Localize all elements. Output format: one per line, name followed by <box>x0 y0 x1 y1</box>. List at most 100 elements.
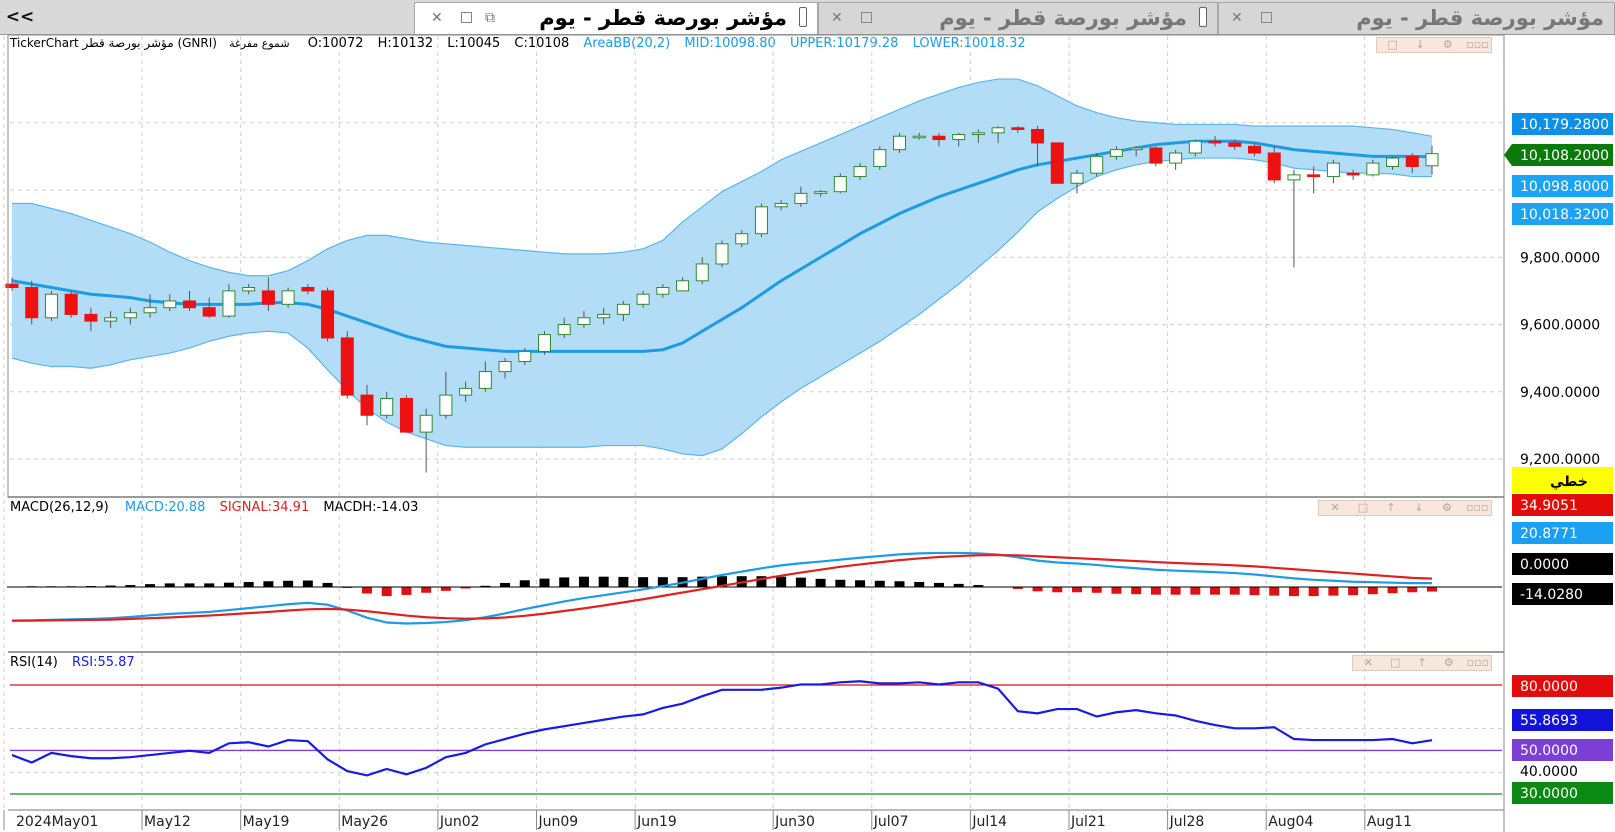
macd-histogram-bar <box>1407 587 1418 593</box>
candle-body <box>1386 157 1400 167</box>
time-axis-label: Aug11 <box>1367 814 1412 830</box>
time-axis-label: Jun02 <box>439 814 480 830</box>
rsi-name: RSI(14) <box>10 655 58 670</box>
maximize-icon[interactable] <box>1261 12 1272 23</box>
macd-histogram-bar <box>894 581 905 587</box>
settings-icon[interactable]: ⚙ <box>1442 38 1453 51</box>
settings-icon[interactable]: ⚙ <box>1442 501 1452 514</box>
settings-icon[interactable]: ⚙ <box>1443 656 1454 669</box>
time-axis: 2024May01 May12 May19 May26 Jun02 Jun09 Jun19 J… <box>3 810 1412 830</box>
candle-body <box>676 280 690 292</box>
tab-chart-1[interactable]: ✕ ⧉ مؤشر بورصة قطر - يوم <box>414 2 818 34</box>
macd-histogram-bar <box>1190 587 1201 595</box>
time-axis-label: Jun30 <box>774 814 815 830</box>
candle-body <box>1149 147 1163 164</box>
time-axis-label: Aug04 <box>1268 814 1313 830</box>
macd-histogram-bar <box>1387 587 1398 594</box>
price-axis-label: 9,200.0000 <box>1520 452 1600 468</box>
time-axis-label: Jun19 <box>636 814 677 830</box>
macd-histogram-bar <box>164 583 175 587</box>
candle-body <box>84 313 98 322</box>
maximize-icon[interactable] <box>861 12 872 23</box>
lower-band-marker-text: 10,018.3200 <box>1520 207 1609 223</box>
time-axis-label: May26 <box>341 814 388 830</box>
candle-body <box>380 397 394 416</box>
histogram-marker-text: -14.0280 <box>1520 587 1583 603</box>
maximize-icon[interactable]: □ <box>1389 656 1401 669</box>
candle-body <box>1109 149 1123 157</box>
macd-histogram-bar <box>1367 587 1378 595</box>
macd-histogram-bar <box>1229 587 1240 595</box>
candle-body <box>656 287 670 295</box>
signal-marker: 34.9051 <box>1512 494 1613 516</box>
chart-canvas[interactable]: 9,200.0000 9,400.0000 9,600.0000 9,800.0000… <box>0 34 1615 832</box>
time-axis-label: Jun09 <box>538 814 579 830</box>
candle-body <box>1188 140 1202 154</box>
candle-body <box>538 334 551 352</box>
bollinger-upper-line <box>12 78 1433 277</box>
macd-histogram-bar <box>1111 587 1122 594</box>
macd-histogram-bar <box>480 585 491 587</box>
maximize-icon[interactable] <box>461 12 472 23</box>
close-icon[interactable]: ✕ <box>1363 656 1373 669</box>
move-down-icon[interactable]: ↓ <box>1415 38 1425 51</box>
macd-histogram-bar <box>302 580 313 587</box>
zero-marker: 0.0000 <box>1512 553 1613 575</box>
macd-histogram-bar <box>381 587 392 597</box>
candle-body <box>518 350 532 362</box>
bb-mid: MID:10098.80 <box>684 36 776 51</box>
move-up-icon[interactable]: ↑ <box>1417 656 1427 669</box>
time-axis-label: Jul07 <box>873 814 909 830</box>
candle-body <box>1267 152 1281 181</box>
macd-histogram-bar <box>401 587 412 595</box>
close-icon[interactable]: ✕ <box>1330 501 1340 514</box>
time-axis-label: Jul28 <box>1169 814 1205 830</box>
close-icon[interactable]: ✕ <box>831 10 843 26</box>
candle-body <box>1031 128 1045 144</box>
candle-body <box>104 317 118 322</box>
macd-histogram-bar <box>815 578 826 587</box>
macd-histogram-bar <box>223 582 234 587</box>
tab-chart-2[interactable]: ✕ مؤشر بورصة قطر - يوم <box>818 2 1218 34</box>
more-icon[interactable]: ▫▫▫ <box>1466 501 1489 514</box>
macd-histogram-bar <box>953 583 964 587</box>
candle-body <box>774 202 788 208</box>
candle-body <box>1248 145 1261 154</box>
collapse-panel-button[interactable]: << <box>5 7 35 27</box>
candle-body <box>281 290 295 305</box>
pin-icon[interactable] <box>799 7 807 27</box>
candle-body <box>597 313 611 319</box>
mid-band-marker-bg <box>1512 175 1613 197</box>
chart-style: شموع مفرغة <box>229 37 290 50</box>
close-icon[interactable]: ✕ <box>431 10 443 26</box>
signal-marker-text: 34.9051 <box>1520 498 1578 514</box>
more-icon[interactable]: ▫▫▫ <box>1466 656 1489 669</box>
candle-body <box>893 135 906 151</box>
lower-band-marker-bg <box>1512 203 1613 225</box>
maximize-icon[interactable]: □ <box>1357 501 1369 514</box>
candle-body <box>498 360 512 373</box>
candle-body <box>123 312 137 319</box>
candle-body <box>616 303 630 315</box>
tab-chart-3[interactable]: ✕ مؤشر بورصة قطر - يوم <box>1218 2 1615 34</box>
open-value: O:10072 <box>307 36 364 51</box>
macd-histogram-bar <box>638 577 649 587</box>
pin-icon[interactable] <box>1199 7 1207 27</box>
candle-body <box>735 233 749 245</box>
move-up-icon[interactable]: ↑ <box>1386 501 1396 514</box>
time-axis-label: Jul21 <box>1070 814 1106 830</box>
macd-histogram-bar <box>1012 587 1023 589</box>
maximize-icon[interactable]: □ <box>1387 38 1398 51</box>
detach-icon[interactable]: ⧉ <box>485 10 495 26</box>
hist-value: MACDH:-14.03 <box>323 500 419 515</box>
bb-name: AreaBB(20,2) <box>583 36 671 51</box>
close-icon[interactable]: ✕ <box>1231 10 1243 26</box>
more-icon[interactable]: ▫▫▫ <box>1466 38 1489 51</box>
move-down-icon[interactable]: ↓ <box>1414 501 1424 514</box>
candle-body <box>163 300 177 309</box>
candle-body <box>695 263 709 282</box>
upper-band-marker-bg <box>1512 113 1613 135</box>
macd-histogram-bar <box>539 578 550 587</box>
macd-histogram-bar <box>1210 587 1221 595</box>
